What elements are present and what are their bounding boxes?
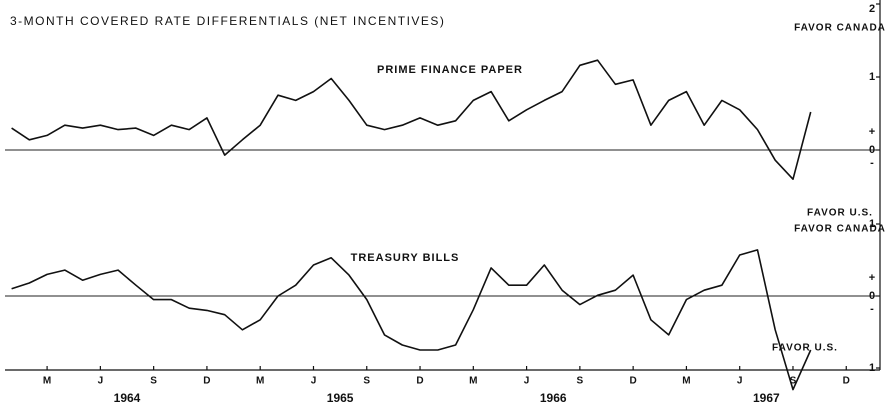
year-label: 1965 [327, 391, 354, 405]
sign-label: + [869, 272, 875, 284]
page-title: 3-MONTH COVERED RATE DIFFERENTIALS (NET … [10, 14, 445, 28]
x-tick-label: S [577, 376, 584, 387]
favor-label: FAVOR U.S. [807, 208, 873, 219]
y-tick-label: 2 [869, 3, 875, 15]
x-tick-label: J [737, 376, 743, 387]
x-tick-label: J [98, 376, 104, 387]
x-tick-label: J [524, 376, 530, 387]
x-tick-label: M [256, 376, 264, 387]
y-tick-label: 1 [869, 362, 875, 374]
favor-label: FAVOR CANADA [794, 23, 886, 34]
favor-label: FAVOR CANADA [794, 224, 886, 235]
y-tick-label: 1 [869, 218, 875, 230]
year-label: 1967 [753, 391, 780, 405]
series-line [11, 249, 812, 391]
x-tick-label: S [363, 376, 370, 387]
x-tick-label: M [682, 376, 690, 387]
x-tick-label: D [630, 376, 637, 387]
year-label: 1964 [114, 391, 141, 405]
x-tick-label: S [150, 376, 157, 387]
year-label: 1966 [540, 391, 567, 405]
y-tick-label: 1 [869, 71, 875, 83]
x-tick-label: D [416, 376, 423, 387]
x-tick-label: M [469, 376, 477, 387]
sign-label: - [870, 157, 874, 169]
series-title: PRIME FINANCE PAPER [377, 64, 523, 76]
x-tick-label: S [790, 376, 797, 387]
series-line [11, 59, 812, 180]
sign-label: + [869, 126, 875, 138]
x-tick-label: J [311, 376, 317, 387]
series-title: TREASURY BILLS [351, 252, 460, 264]
x-tick-label: M [43, 376, 51, 387]
x-tick-label: D [843, 376, 850, 387]
sign-label: - [870, 303, 874, 315]
favor-label: FAVOR U.S. [772, 343, 838, 354]
x-tick-label: D [203, 376, 210, 387]
